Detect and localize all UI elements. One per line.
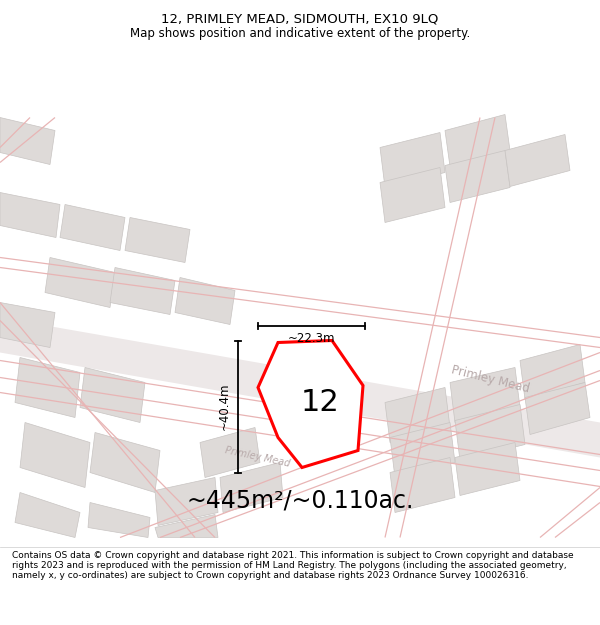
Text: ~40.4m: ~40.4m	[218, 382, 230, 430]
Polygon shape	[90, 432, 160, 492]
Polygon shape	[110, 268, 175, 314]
Polygon shape	[60, 204, 125, 251]
Polygon shape	[15, 492, 80, 538]
Polygon shape	[20, 422, 90, 488]
Polygon shape	[390, 458, 455, 512]
Polygon shape	[220, 462, 283, 512]
Polygon shape	[525, 382, 590, 434]
Text: Contains OS data © Crown copyright and database right 2021. This information is : Contains OS data © Crown copyright and d…	[12, 551, 574, 581]
Polygon shape	[88, 503, 150, 538]
Polygon shape	[155, 514, 218, 538]
Text: ~445m²/~0.110ac.: ~445m²/~0.110ac.	[187, 489, 413, 512]
Polygon shape	[0, 302, 55, 348]
Polygon shape	[80, 368, 145, 423]
Polygon shape	[455, 442, 520, 496]
Polygon shape	[200, 428, 260, 478]
Polygon shape	[175, 278, 235, 324]
Polygon shape	[390, 422, 455, 478]
Text: 12: 12	[301, 388, 340, 417]
Polygon shape	[445, 151, 510, 202]
Text: ~22.3m: ~22.3m	[288, 332, 335, 345]
Polygon shape	[155, 478, 218, 526]
Polygon shape	[505, 134, 570, 186]
Polygon shape	[380, 168, 445, 222]
Polygon shape	[455, 404, 525, 461]
Text: Primley Mead: Primley Mead	[224, 446, 292, 469]
Polygon shape	[520, 344, 585, 399]
Polygon shape	[0, 318, 600, 458]
Polygon shape	[385, 388, 450, 442]
Polygon shape	[125, 217, 190, 262]
Polygon shape	[15, 357, 80, 418]
Text: 12, PRIMLEY MEAD, SIDMOUTH, EX10 9LQ: 12, PRIMLEY MEAD, SIDMOUTH, EX10 9LQ	[161, 12, 439, 25]
Polygon shape	[45, 258, 115, 308]
Text: Primley Mead: Primley Mead	[449, 364, 530, 396]
Polygon shape	[258, 341, 363, 468]
Polygon shape	[380, 132, 445, 188]
Polygon shape	[445, 114, 510, 166]
Text: Map shows position and indicative extent of the property.: Map shows position and indicative extent…	[130, 27, 470, 39]
Polygon shape	[450, 368, 520, 423]
Polygon shape	[0, 192, 60, 238]
Polygon shape	[0, 118, 55, 164]
